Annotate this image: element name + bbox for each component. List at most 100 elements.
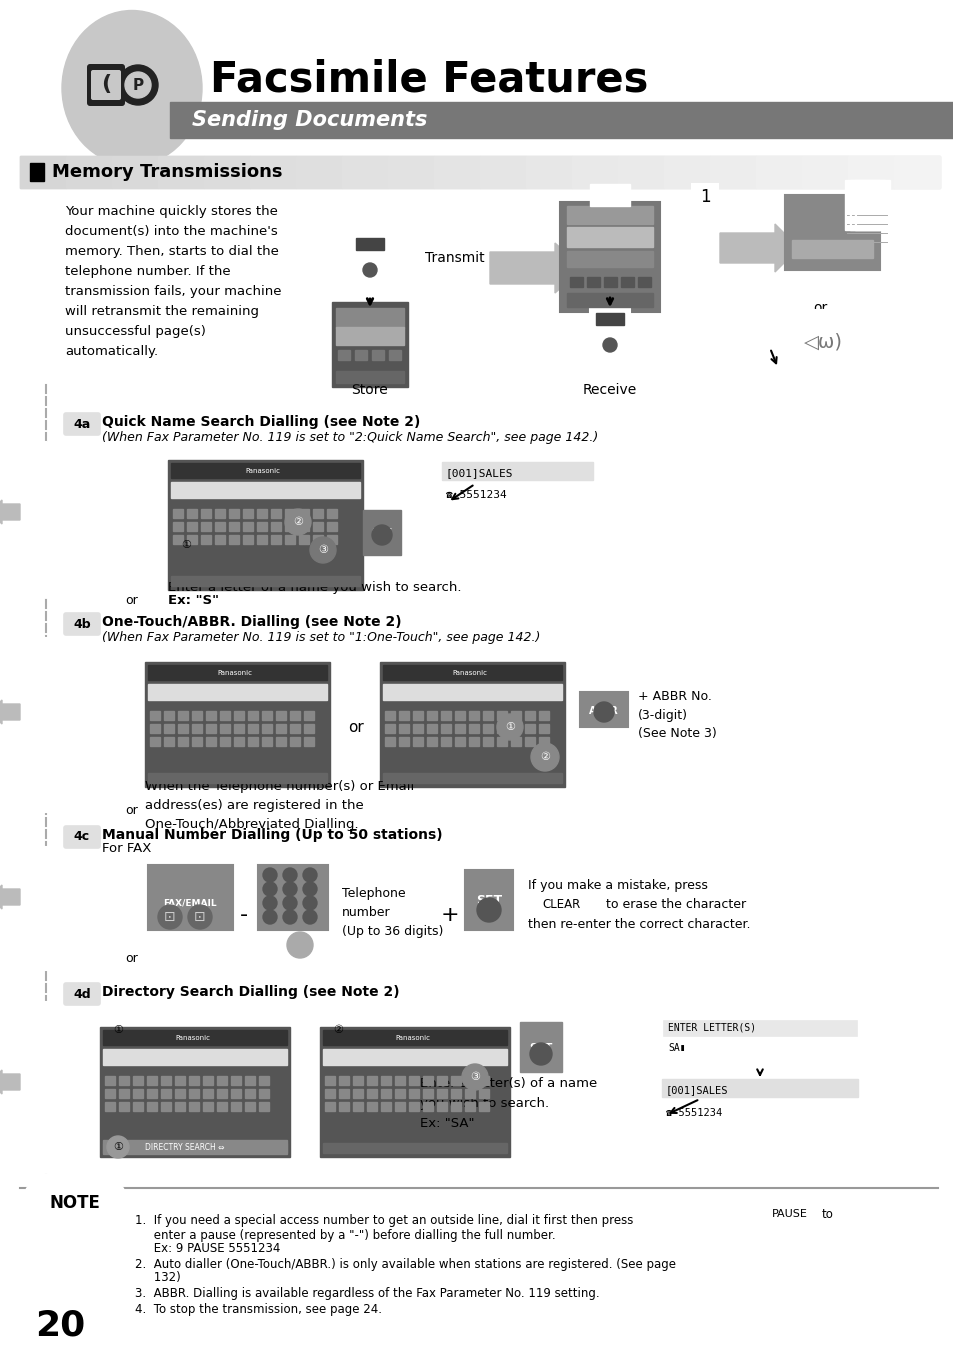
- Bar: [275, 724, 286, 734]
- Bar: [262, 724, 272, 734]
- Bar: [203, 1102, 213, 1111]
- Text: +: +: [440, 905, 458, 925]
- Bar: [569, 277, 582, 286]
- Bar: [482, 724, 493, 734]
- Bar: [20, 1201, 939, 1342]
- Text: ①: ①: [181, 540, 191, 550]
- Bar: [380, 1075, 391, 1085]
- Text: ①: ①: [112, 1142, 123, 1152]
- Text: Panasonic: Panasonic: [216, 670, 252, 676]
- Bar: [527, 893, 596, 915]
- Bar: [784, 195, 879, 270]
- Bar: [325, 1089, 335, 1098]
- Bar: [229, 509, 239, 517]
- Bar: [290, 738, 299, 746]
- Bar: [589, 300, 629, 380]
- Bar: [271, 509, 281, 517]
- Bar: [434, 155, 479, 188]
- Bar: [161, 1102, 171, 1111]
- Circle shape: [363, 263, 376, 277]
- Circle shape: [530, 1043, 552, 1065]
- Bar: [216, 1102, 227, 1111]
- Bar: [659, 1075, 859, 1146]
- Bar: [258, 1102, 269, 1111]
- Bar: [455, 462, 609, 553]
- Bar: [256, 509, 267, 517]
- Text: 3.  ABBR. Dialling is available regardless of the Fax Parameter No. 119 setting.: 3. ABBR. Dialling is available regardles…: [135, 1288, 599, 1300]
- Bar: [440, 711, 451, 720]
- Text: to: to: [821, 1208, 833, 1220]
- Text: Receive: Receive: [582, 382, 637, 397]
- Bar: [511, 738, 520, 746]
- Text: enter a pause (represented by a "-") before dialling the full number.: enter a pause (represented by a "-") bef…: [135, 1229, 555, 1242]
- FancyBboxPatch shape: [64, 825, 100, 848]
- Bar: [150, 738, 160, 746]
- Text: ①: ①: [504, 721, 515, 732]
- Bar: [440, 724, 451, 734]
- Bar: [203, 1089, 213, 1098]
- Bar: [161, 1089, 171, 1098]
- Bar: [229, 521, 239, 531]
- Bar: [172, 535, 183, 544]
- Bar: [382, 665, 561, 680]
- Circle shape: [310, 536, 335, 563]
- Bar: [161, 1075, 171, 1085]
- Bar: [231, 1102, 241, 1111]
- Bar: [178, 724, 188, 734]
- Bar: [559, 203, 659, 312]
- FancyArrow shape: [720, 224, 799, 272]
- Bar: [220, 724, 230, 734]
- Circle shape: [372, 526, 392, 544]
- Text: 4d: 4d: [73, 988, 91, 1001]
- Bar: [586, 277, 599, 286]
- Bar: [385, 724, 395, 734]
- Bar: [100, 1027, 290, 1156]
- Text: or: or: [125, 804, 137, 816]
- Bar: [201, 509, 211, 517]
- Bar: [335, 372, 403, 382]
- Text: Transmit: Transmit: [425, 251, 484, 265]
- Bar: [566, 293, 652, 307]
- Bar: [189, 1102, 199, 1111]
- Bar: [538, 724, 548, 734]
- Bar: [338, 1089, 349, 1098]
- Text: ②: ②: [333, 1025, 343, 1035]
- Bar: [579, 692, 627, 727]
- Bar: [148, 665, 327, 680]
- Text: ③: ③: [470, 1071, 479, 1082]
- Bar: [313, 535, 323, 544]
- Bar: [325, 1075, 335, 1085]
- Bar: [168, 459, 363, 590]
- Bar: [436, 1102, 447, 1111]
- Bar: [105, 1089, 115, 1098]
- Bar: [395, 1102, 405, 1111]
- Bar: [204, 155, 250, 188]
- Bar: [119, 1075, 129, 1085]
- Bar: [158, 155, 204, 188]
- Text: Panasonic: Panasonic: [245, 467, 280, 474]
- Text: For FAX: For FAX: [102, 843, 152, 855]
- Bar: [148, 684, 327, 700]
- Bar: [148, 865, 233, 929]
- Text: ☎ 5551234: ☎ 5551234: [665, 1108, 721, 1119]
- Bar: [338, 1102, 349, 1111]
- Bar: [319, 1027, 510, 1156]
- Circle shape: [118, 65, 158, 105]
- Text: 4c: 4c: [74, 831, 90, 843]
- Circle shape: [283, 911, 296, 924]
- Bar: [464, 1089, 475, 1098]
- Text: ⊡: ⊡: [164, 911, 175, 924]
- Bar: [189, 1075, 199, 1085]
- Bar: [112, 155, 158, 188]
- Bar: [145, 662, 330, 788]
- Bar: [323, 1143, 506, 1152]
- Bar: [497, 724, 506, 734]
- Bar: [285, 521, 294, 531]
- Text: Enter a letter of a name you wish to search.: Enter a letter of a name you wish to sea…: [168, 581, 461, 593]
- Text: [001]SALES: [001]SALES: [446, 467, 513, 478]
- Bar: [691, 184, 718, 209]
- Circle shape: [285, 509, 311, 535]
- Text: Panasonic: Panasonic: [174, 1035, 210, 1042]
- Bar: [164, 711, 173, 720]
- Text: 132): 132): [135, 1271, 180, 1283]
